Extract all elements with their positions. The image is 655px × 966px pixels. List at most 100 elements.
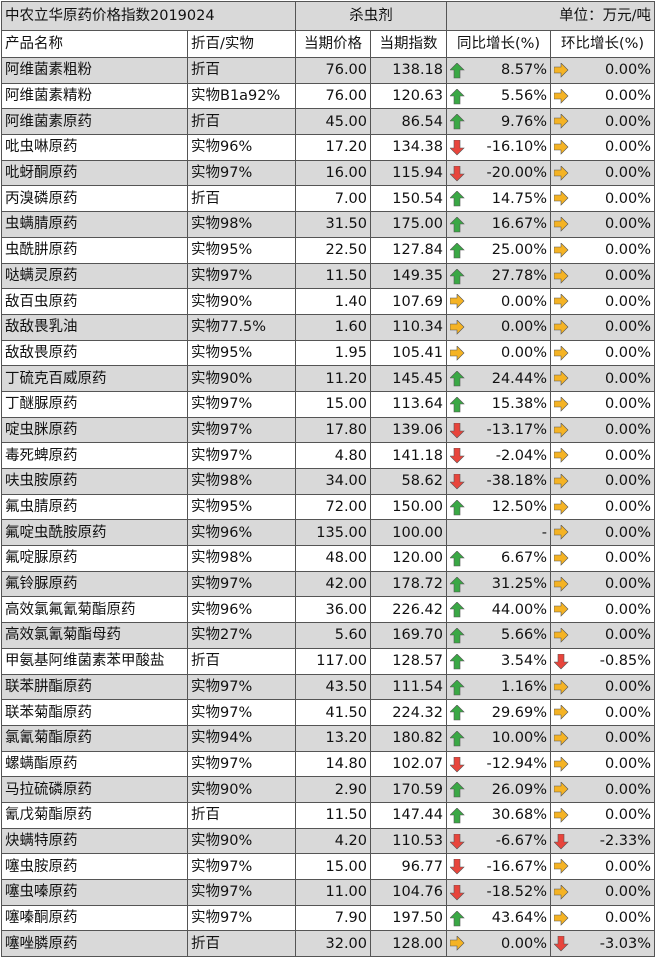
index: 226.42: [370, 596, 448, 624]
product-name: 吡蚜酮原药: [1, 159, 188, 187]
cell-text: 折百: [191, 807, 220, 824]
table-row: 丁醚脲原药 实物97% 15.00 113.64 15.38% 0.00%: [1, 390, 655, 418]
cell-text: 实物95%: [191, 499, 253, 516]
mom-change: 0.00%: [550, 442, 655, 469]
arrow-shape: [554, 807, 569, 823]
mom-change: -2.33%: [550, 827, 655, 855]
price: 42.00: [295, 570, 372, 598]
cell-text: 1.16%: [500, 678, 548, 695]
table-row: 高效氯氟氰菊酯原药 实物96% 36.00 226.42 44.00% 0.00%: [1, 596, 655, 624]
cell-text: 敌百虫原药: [5, 293, 78, 310]
arrow-shape: [450, 371, 465, 387]
cell-text: 104.76: [392, 884, 444, 901]
product-name: 吡虫啉原药: [1, 134, 188, 161]
cell-text: 111.54: [392, 678, 444, 695]
column-header: 当期指数: [370, 30, 448, 58]
mom-change: 0.00%: [550, 390, 655, 418]
table-row: 噻虫胺原药 实物97% 15.00 96.77 -16.67% 0.00%: [1, 853, 655, 880]
arrow-shape: [554, 628, 569, 643]
trend-arrow: [554, 140, 569, 155]
index: 115.94: [370, 159, 448, 187]
price: 7.00: [295, 185, 372, 213]
price: 1.60: [295, 313, 372, 341]
price: 72.00: [295, 493, 372, 521]
cell-text: 8.57%: [500, 62, 548, 79]
mom-change: 0.00%: [550, 288, 655, 315]
cell-text: 26.09%: [491, 781, 548, 798]
trend-arrow: [450, 859, 465, 875]
cell-text: 哒螨灵原药: [5, 267, 78, 284]
mom-change: 0.00%: [550, 159, 655, 187]
yoy-change: 24.44%: [446, 365, 552, 392]
mom-change: 0.00%: [550, 699, 655, 726]
cell-text: 0.00%: [604, 499, 652, 516]
cell-text: 0.00%: [604, 781, 652, 798]
cell-text: 12.50%: [491, 499, 548, 516]
arrow-shape: [450, 140, 465, 156]
header-row: 产品名称 折百/实物 当期价格 当期指数 同比增长(%) 环比增长(%): [1, 30, 655, 58]
cell-text: 72.00: [325, 499, 368, 516]
cell-text: 10.00%: [491, 730, 548, 747]
trend-arrow: [450, 422, 465, 439]
product-name: 呋虫胺原药: [1, 468, 188, 495]
product-name: 高效氯氟氰菊酯原药: [1, 596, 188, 624]
cell-text: 34.00: [325, 473, 368, 490]
product-name: 噻虫嗪原药: [1, 879, 188, 906]
arrow-shape: [450, 602, 465, 618]
cell-text: 氰戊菊酯原药: [5, 807, 92, 824]
table-row: 毒死蜱原药 实物97% 4.80 141.18 -2.04% 0.00%: [1, 442, 655, 469]
cell-text: 0.00%: [604, 473, 652, 490]
table-row: 敌百虫原药 实物90% 1.40 107.69 0.00% 0.00%: [1, 288, 655, 315]
product-name: 甲氨基阿维菌素苯甲酸盐: [1, 647, 188, 675]
trend-arrow: [450, 396, 465, 413]
trend-arrow: [554, 782, 569, 797]
index: 107.69: [370, 288, 448, 315]
cell-text: 联苯肼酯原药: [5, 678, 92, 695]
index: 170.59: [370, 776, 448, 803]
cell-text: 实物97%: [191, 704, 253, 721]
cell-text: 敌敌畏乳油: [5, 319, 78, 336]
trend-arrow: [554, 217, 569, 232]
column-header: 同比增长(%): [446, 30, 552, 58]
product-name: 丁醚脲原药: [1, 390, 188, 418]
cell-text: 5.56%: [500, 88, 548, 105]
index: 150.54: [370, 185, 448, 213]
cell-text: 阿维菌素原药: [5, 113, 92, 130]
mom-change: 0.00%: [550, 750, 655, 778]
cell-text: 0.00%: [500, 935, 548, 952]
trend-arrow: [450, 242, 465, 259]
basis: 实物97%: [186, 904, 297, 932]
arrow-shape: [554, 705, 569, 720]
table-row: 氟铃脲原药 实物97% 42.00 178.72 31.25% 0.00%: [1, 570, 655, 598]
trend-arrow: [554, 499, 569, 515]
cell-text: 甲氨基阿维菌素苯甲酸盐: [5, 653, 165, 670]
trend-arrow: [554, 345, 569, 361]
cell-text: 0.00%: [604, 293, 652, 310]
arrow-shape: [450, 114, 465, 130]
cell-text: 0.00%: [604, 755, 652, 772]
cell-text: 169.70: [392, 627, 444, 644]
cell-text: 0.00%: [500, 319, 548, 336]
cell-text: 0.00%: [604, 396, 652, 413]
cell-text: 11.20: [325, 370, 368, 387]
category: 杀虫剂: [295, 1, 448, 31]
cell-text: -16.67%: [486, 858, 548, 875]
cell-text: 实物94%: [191, 730, 253, 747]
mom-change: 0.00%: [550, 776, 655, 803]
yoy-change: 25.00%: [446, 236, 552, 264]
trend-arrow: [554, 602, 569, 618]
price: 48.00: [295, 545, 372, 572]
cell-text: -6.67%: [495, 832, 548, 849]
yoy-change: 3.54%: [446, 647, 552, 675]
cell-text: 丁硫克百威原药: [5, 370, 107, 387]
cell-text: 31.50: [325, 216, 368, 233]
cell-text: 100.00: [392, 524, 444, 541]
trend-arrow: [450, 833, 465, 850]
trend-arrow: [554, 294, 569, 309]
trend-arrow: [450, 448, 465, 464]
index: 105.41: [370, 339, 448, 367]
trend-arrow: [450, 499, 465, 515]
trend-arrow: [554, 63, 569, 78]
cell-text: 0.00%: [500, 344, 548, 361]
cell-text: 实物96%: [191, 524, 253, 541]
